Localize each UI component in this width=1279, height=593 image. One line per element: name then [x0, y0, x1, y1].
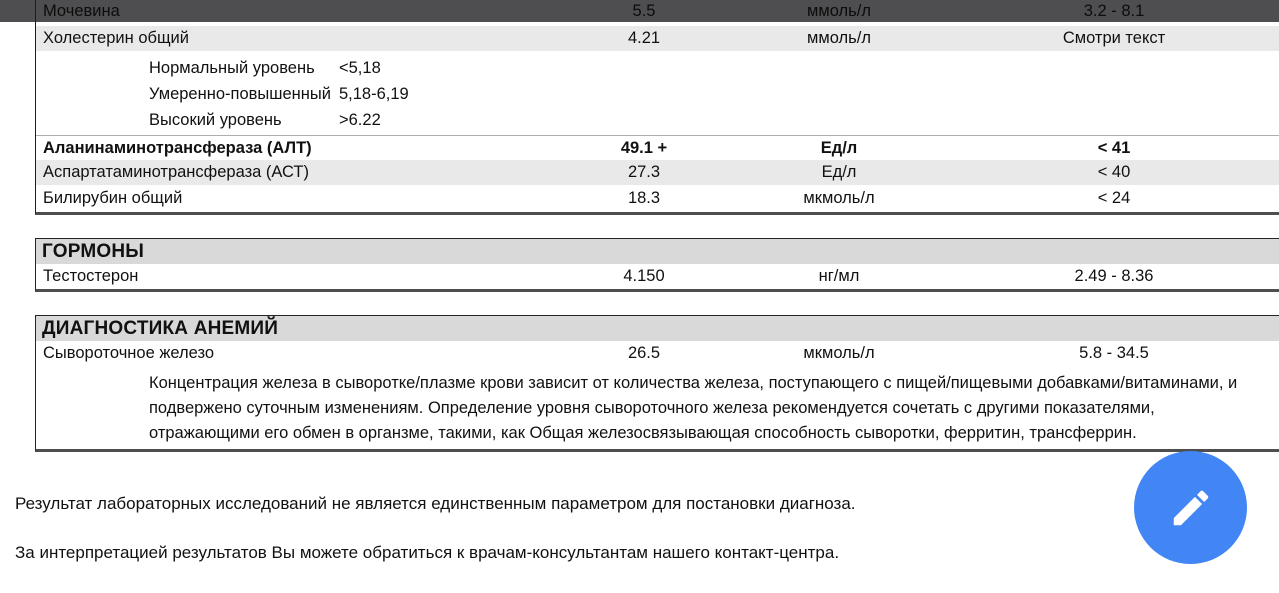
analyte-reference: < 41 [1097, 138, 1131, 157]
level-label: Нормальный уровень [149, 59, 315, 77]
analyte-result: 18.3 [627, 189, 661, 207]
biochemistry-table: Мочевина 5.5 ммоль/л 3.2 - 8.1 Холестери… [35, 0, 1279, 215]
edit-fab-button[interactable] [1134, 451, 1247, 564]
analyte-name: Аспартатаминотрансфераза (АСТ) [43, 163, 309, 181]
cholesterol-level-line: Высокий уровень >6.22 [149, 107, 1279, 133]
level-value: <5,18 [339, 59, 381, 77]
analyte-name: Аланинаминотрансфераза (АЛТ) [43, 138, 312, 157]
analyte-reference: 5.8 - 34.5 [1079, 344, 1149, 362]
analyte-result: 27.3 [627, 163, 661, 181]
disclaimer-line-2: За интерпретацией результатов Вы можете … [15, 543, 840, 562]
analyte-name: Мочевина [43, 1, 120, 20]
table-row-alt: Аланинаминотрансфераза (АЛТ) 49.1 + Ед/л… [36, 135, 1279, 160]
analyte-units: мкмоль/л [803, 189, 875, 207]
table-row-ast: Аспартатаминотрансфераза (АСТ) 27.3 Ед/л… [36, 160, 1279, 185]
level-value: >6.22 [339, 111, 381, 129]
disclaimer-line-1: Результат лабораторных исследований не я… [15, 494, 856, 513]
cholesterol-level-line: Умеренно-повышенный 5,18-6,19 [149, 81, 1279, 107]
analyte-result: 4.21 [627, 29, 661, 47]
hormones-section: ГОРМОНЫ Тестостерон 4.150 нг/мл 2.49 - 8… [35, 238, 1279, 292]
analyte-reference: Смотри текст [1062, 29, 1166, 47]
analyte-result: 4.150 [623, 267, 665, 285]
analyte-units: Ед/л [821, 163, 857, 181]
level-label: Высокий уровень [149, 111, 282, 129]
analyte-units: нг/мл [818, 267, 860, 285]
section-title: ГОРМОНЫ [36, 239, 1279, 264]
analyte-units: мкмоль/л [803, 344, 875, 362]
anemia-section: ДИАГНОСТИКА АНЕМИЙ Сывороточное железо 2… [35, 315, 1279, 452]
analyte-name: Билирубин общий [43, 189, 183, 207]
analyte-result: 5.5 [632, 1, 656, 20]
analyte-reference: 3.2 - 8.1 [1083, 1, 1145, 20]
analyte-units: ммоль/л [807, 29, 871, 47]
analyte-units: ммоль/л [807, 1, 871, 20]
comment-text: Концентрация железа в сыворотке/плазме к… [149, 374, 1238, 442]
analyte-result: 49.1 + [620, 138, 668, 157]
table-row-serum-iron: Сывороточное железо 26.5 мкмоль/л 5.8 - … [36, 341, 1279, 366]
table-row-urea: Мочевина 5.5 ммоль/л 3.2 - 8.1 [36, 0, 1279, 22]
analyte-name: Тестостерон [43, 267, 139, 285]
analyte-name: Холестерин общий [43, 29, 189, 47]
level-value: 5,18-6,19 [339, 85, 409, 103]
analyte-name: Сывороточное железо [43, 344, 215, 362]
table-row-bilirubin: Билирубин общий 18.3 мкмоль/л < 24 [36, 185, 1279, 212]
table-row-cholesterol: Холестерин общий 4.21 ммоль/л Смотри тек… [36, 26, 1279, 51]
table-row-testosterone: Тестостерон 4.150 нг/мл 2.49 - 8.36 [36, 264, 1279, 289]
analyte-reference: < 24 [1097, 189, 1131, 207]
scrolled-row-shade [0, 0, 1279, 22]
analyte-result: 26.5 [627, 344, 661, 362]
section-title: ДИАГНОСТИКА АНЕМИЙ [36, 316, 1279, 341]
analyte-units: Ед/л [820, 138, 858, 157]
level-label: Умеренно-повышенный [149, 85, 331, 103]
cholesterol-level-line: Нормальный уровень <5,18 [149, 55, 1279, 81]
pencil-icon [1168, 485, 1214, 531]
serum-iron-comment: Концентрация железа в сыворотке/плазме к… [36, 366, 1276, 449]
analyte-reference: 2.49 - 8.36 [1074, 267, 1154, 285]
cholesterol-levels-note: Нормальный уровень <5,18 Умеренно-повышен… [36, 51, 1279, 135]
analyte-reference: < 40 [1097, 163, 1131, 181]
